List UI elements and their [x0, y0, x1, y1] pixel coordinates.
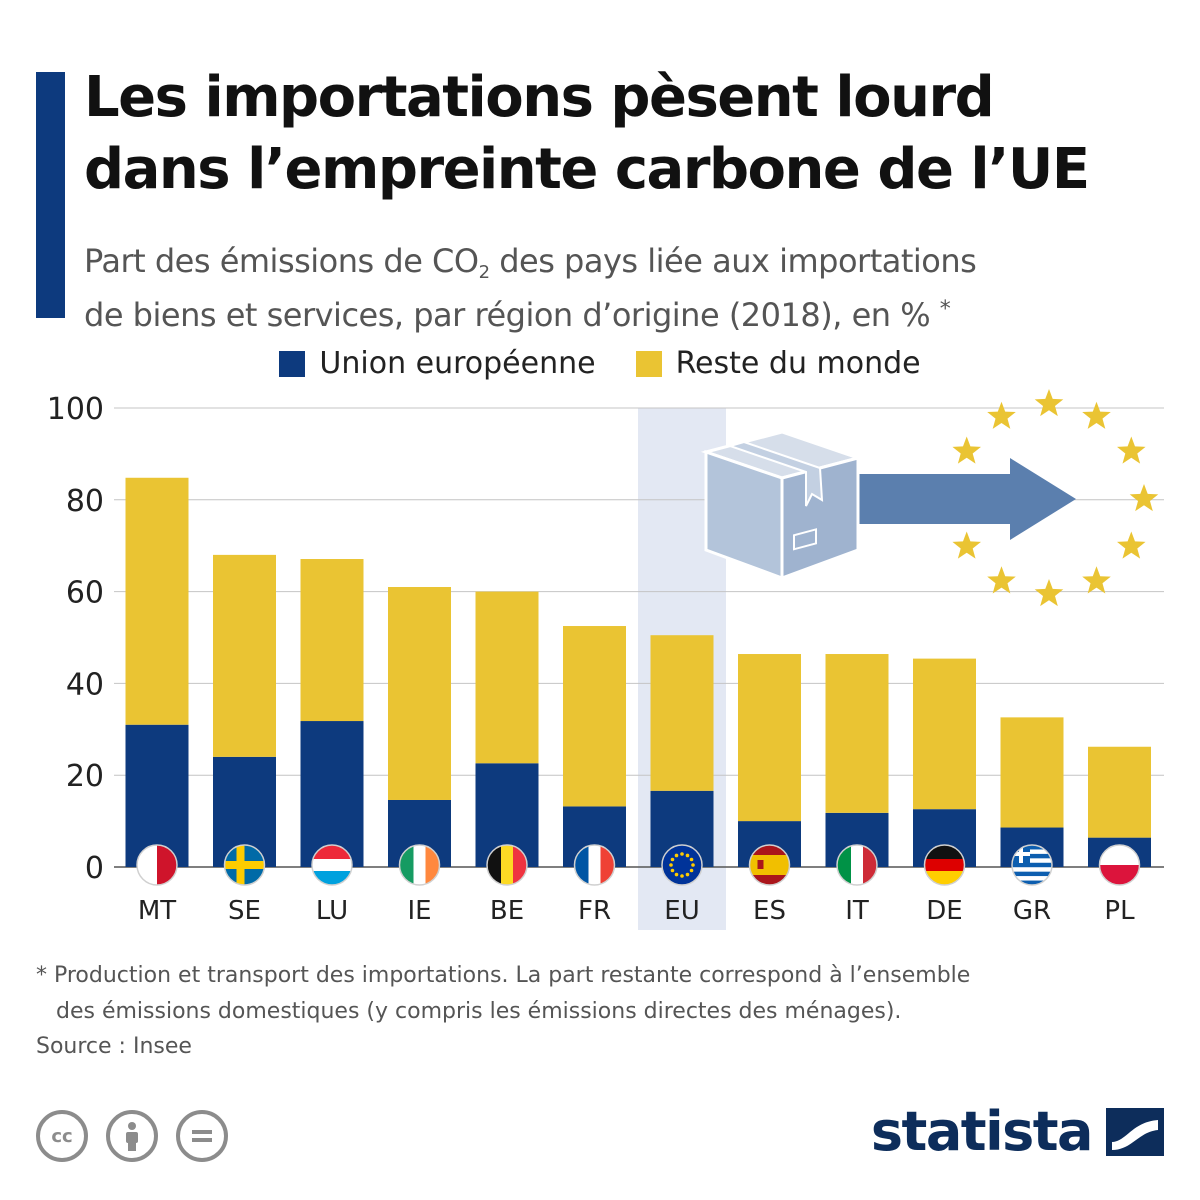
- brand-name: statista: [870, 1100, 1094, 1163]
- footnote-line-1: * Production et transport des importatio…: [36, 963, 971, 988]
- chart-legend: Union européenne Reste du monde: [0, 346, 1200, 381]
- flag-luxembourg-icon: [311, 844, 353, 886]
- x-tick-label: IT: [845, 896, 869, 926]
- subtitle-text-b: des pays liée aux importations: [489, 242, 977, 280]
- statista-brand[interactable]: statista: [871, 1100, 1164, 1163]
- attribution-icon[interactable]: [106, 1110, 158, 1162]
- flag-sweden-icon: [223, 844, 266, 886]
- chart-subtitle: Part des émissions de CO2 des pays liée …: [84, 234, 1184, 342]
- flag-eu-icon: [661, 844, 703, 886]
- subtitle-asterisk: *: [939, 297, 951, 322]
- flag-ireland-icon: [398, 844, 441, 886]
- flag-poland-icon: [1098, 844, 1141, 886]
- y-tick-label: 40: [66, 667, 104, 702]
- statista-logo-icon: [1106, 1107, 1164, 1156]
- x-tick-label: IE: [407, 896, 431, 926]
- bar-be-world: [475, 591, 539, 764]
- bar-it-world: [825, 654, 889, 813]
- flags: [136, 844, 1141, 886]
- bar-mt-eu: [125, 724, 189, 867]
- flag-france-icon: [573, 844, 616, 886]
- y-tick-label: 80: [66, 484, 104, 519]
- legend-item-world: Reste du monde: [635, 346, 921, 381]
- arrow-icon: [845, 458, 1076, 540]
- bar-lu-eu: [300, 721, 364, 867]
- x-tick-label: EU: [664, 896, 699, 926]
- footnote-line-2: des émissions domestiques (y compris les…: [56, 999, 902, 1024]
- bar-de-world: [913, 658, 976, 810]
- box-icon: [700, 430, 864, 581]
- x-tick-label: PL: [1104, 896, 1135, 926]
- bar-fr-world: [563, 626, 626, 807]
- star-icon: [1082, 401, 1111, 429]
- gridlines: [114, 407, 1164, 868]
- star-icon: [1082, 566, 1111, 594]
- flag-malta-icon: [136, 844, 178, 886]
- star-icon: [987, 401, 1016, 429]
- star-icon: [1117, 531, 1146, 559]
- import-illustration: [700, 389, 1159, 607]
- x-tick-label: ES: [753, 896, 786, 926]
- legend-label-eu: Union européenne: [319, 346, 596, 381]
- title-line-2: dans l’empreinte carbone de l’UE: [84, 137, 1090, 202]
- y-tick-label: 60: [66, 576, 104, 611]
- x-tick-label: DE: [926, 896, 962, 926]
- subtitle-text-c: de biens et services, par région d’origi…: [84, 296, 931, 334]
- equals-icon: [192, 1130, 212, 1142]
- bars: [125, 477, 1151, 867]
- legend-label-world: Reste du monde: [675, 346, 921, 381]
- bar-ie-world: [388, 587, 451, 800]
- x-tick-label: FR: [578, 896, 611, 926]
- flag-germany-icon: [923, 844, 966, 886]
- bar-se-world: [213, 554, 276, 757]
- y-tick-label: 100: [47, 392, 104, 427]
- star-icon: [1129, 484, 1159, 512]
- x-tick-label: BE: [490, 896, 524, 926]
- y-tick-label: 20: [66, 759, 104, 794]
- source-note: Source : Insee: [36, 1034, 192, 1059]
- legend-swatch-world: [635, 350, 662, 377]
- x-tick-label: GR: [1013, 896, 1051, 926]
- bar-gr-world: [1000, 717, 1064, 828]
- subtitle-subscript: 2: [478, 262, 490, 283]
- title-line-1: Les importations pèsent lourd: [84, 65, 995, 130]
- subtitle-line-2: de biens et services, par région d’origi…: [84, 288, 1184, 342]
- bar-mt-world: [125, 477, 189, 725]
- x-tick-label: SE: [228, 896, 261, 926]
- cc-icon[interactable]: cc: [36, 1110, 88, 1162]
- bar-pl-world: [1088, 746, 1151, 838]
- axis-labels: 0 20 40 60 80 100 MT SE LU IE BE FR EU ES IT DE GR PL: [47, 392, 1135, 926]
- star-icon: [1034, 389, 1064, 417]
- title-accent-bar: [36, 72, 65, 318]
- subtitle-text-a: Part des émissions de CO: [84, 242, 479, 280]
- flag-italy-icon: [836, 844, 878, 886]
- subtitle-line-1: Part des émissions de CO2 des pays liée …: [84, 234, 1184, 288]
- star-icon: [952, 531, 981, 559]
- legend-item-eu: Union européenne: [279, 346, 596, 381]
- star-icon: [1034, 579, 1064, 607]
- legend-swatch-eu: [279, 350, 306, 377]
- stacked-bar-chart: 0 20 40 60 80 100 MT SE LU IE BE FR EU ES IT DE GR PL: [47, 389, 1164, 930]
- bar-es-world: [738, 654, 801, 822]
- x-tick-label: LU: [316, 896, 348, 926]
- person-icon: [126, 1122, 138, 1151]
- license-icons: cc: [36, 1110, 228, 1162]
- flag-spain-icon: [748, 844, 791, 886]
- star-icon: [952, 436, 981, 464]
- star-icon: [1117, 436, 1146, 464]
- flag-belgium-icon: [486, 844, 528, 886]
- y-tick-label: 0: [85, 851, 104, 886]
- no-derivatives-icon[interactable]: [176, 1110, 228, 1162]
- chart-title: Les importations pèsent lourd dans l’emp…: [84, 62, 1184, 206]
- star-icon: [987, 566, 1016, 594]
- flag-greece-icon: [1011, 844, 1053, 886]
- bar-lu-world: [300, 559, 364, 722]
- footnote: * Production et transport des importatio…: [36, 958, 1176, 1030]
- x-tick-label: MT: [138, 896, 176, 926]
- bar-eu-world: [650, 635, 714, 791]
